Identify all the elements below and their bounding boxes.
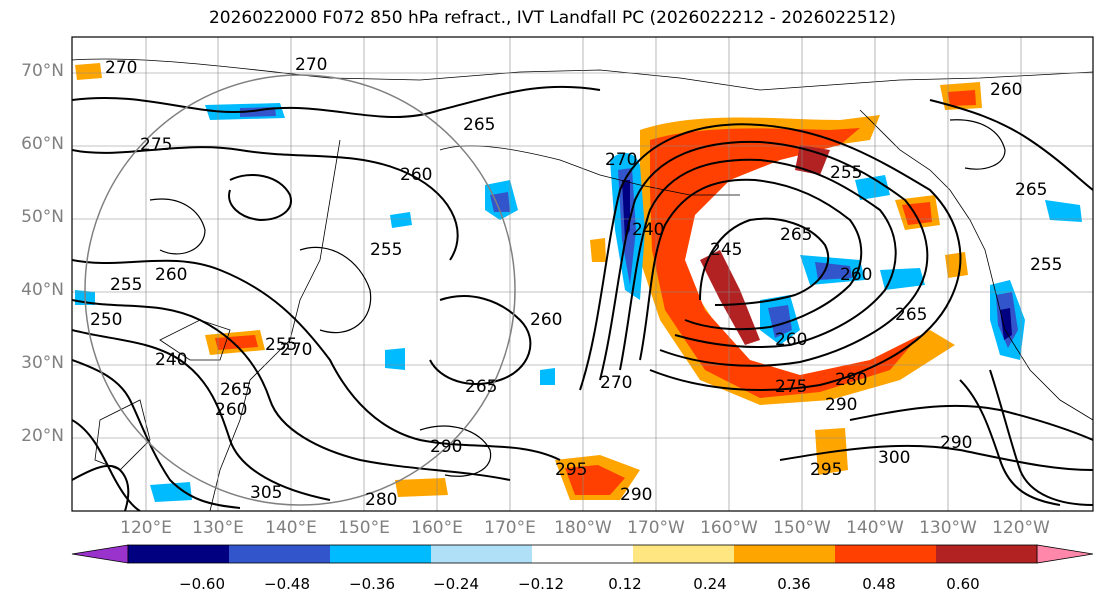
map-title: 2026022000 F072 850 hPa refract., IVT La… [208, 8, 896, 28]
contour-label: 260 [215, 400, 247, 420]
lon-label: 130°W [919, 518, 977, 538]
contour-label: 260 [155, 265, 187, 285]
lon-label: 120°E [120, 518, 172, 538]
coastlines [72, 58, 1093, 511]
map-frame [71, 36, 1094, 512]
colorbar-swatch [330, 545, 432, 563]
contour-label: 265 [780, 225, 812, 245]
lon-label: 120°W [992, 518, 1050, 538]
contour-label: 260 [530, 310, 562, 330]
contour-label: 275 [775, 377, 807, 397]
lon-label: 180°W [554, 518, 612, 538]
contour-label: 265 [465, 377, 497, 397]
colorbar-swatch [229, 545, 331, 563]
colorbar-swatch [734, 545, 836, 563]
contour-label: 260 [400, 165, 432, 185]
contour-label: 240 [632, 220, 664, 240]
colorbar-swatch [431, 545, 533, 563]
lat-label: 50°N [21, 207, 64, 227]
contour-label: 245 [710, 240, 742, 260]
colorbar-extend-min [71, 544, 129, 564]
refractivity-contours [72, 85, 1093, 511]
colorbar-tick-label: 0.24 [693, 575, 727, 593]
lon-label: 170°W [627, 518, 685, 538]
lon-label: 130°E [192, 518, 244, 538]
colorbar-tick-label: −0.36 [349, 575, 395, 593]
contour-label: 265 [463, 115, 495, 135]
colorbar [71, 544, 1094, 564]
contour-label: 265 [220, 380, 252, 400]
contour-label: 255 [110, 275, 142, 295]
contour-label: 265 [895, 305, 927, 325]
colorbar-tick-label: 0.60 [946, 575, 980, 593]
contour-label: 290 [430, 437, 462, 457]
lon-label: 160°E [411, 518, 463, 538]
contour-label: 255 [830, 163, 862, 183]
colorbar-tick-label: −0.12 [518, 575, 564, 593]
lat-label: 40°N [21, 280, 64, 300]
colorbar-tick-label: −0.48 [264, 575, 310, 593]
contour-label: 300 [878, 448, 910, 468]
colorbar-tick-label: 0.36 [777, 575, 811, 593]
graticule [72, 37, 1093, 511]
colorbar-swatch [835, 545, 937, 563]
colorbar-tick-label: 0.48 [862, 575, 896, 593]
contour-label: 260 [990, 80, 1022, 100]
contour-label: 290 [620, 485, 652, 505]
contour-label: 255 [265, 335, 297, 355]
thin-contours [149, 119, 1006, 477]
lat-label: 60°N [21, 134, 64, 154]
colorbar-tick-label: −0.60 [179, 575, 225, 593]
contour-label: 260 [775, 330, 807, 350]
contour-label: 290 [825, 395, 857, 415]
contour-label: 280 [835, 370, 867, 390]
contour-label: 240 [155, 350, 187, 370]
contour-label: 260 [840, 265, 872, 285]
contour-label: 290 [940, 433, 972, 453]
contour-label: 295 [810, 460, 842, 480]
lon-label: 140°E [265, 518, 317, 538]
contour-label: 270 [105, 58, 137, 78]
colorbar-swatch [936, 545, 1038, 563]
colorbar-tick-label: −0.24 [433, 575, 479, 593]
lon-label: 140°W [846, 518, 904, 538]
contour-label: 275 [140, 135, 172, 155]
lat-label: 70°N [21, 61, 64, 81]
contour-label: 270 [605, 150, 637, 170]
colorbar-extend-max [1036, 544, 1094, 564]
lon-label: 150°E [338, 518, 390, 538]
lon-label: 170°E [484, 518, 536, 538]
lat-label: 20°N [21, 426, 64, 446]
contour-label: 255 [1030, 255, 1062, 275]
colorbar-border [127, 544, 1038, 564]
contour-label: 280 [365, 490, 397, 510]
contour-label: 255 [370, 240, 402, 260]
colorbar-tick-label: 0.12 [608, 575, 642, 593]
lon-label: 160°W [700, 518, 758, 538]
lat-label: 30°N [21, 353, 64, 373]
lon-label: 150°W [773, 518, 831, 538]
contour-label: 250 [90, 310, 122, 330]
shaded-anomaly-patches [75, 63, 1082, 502]
contour-label: 270 [295, 55, 327, 75]
contour-label: 305 [250, 483, 282, 503]
contour-label: 265 [1015, 180, 1047, 200]
contour-labels: 270 270 260 275 265 260 255 255 260 250 … [90, 55, 1062, 510]
colorbar-swatch [128, 545, 230, 563]
contour-label: 270 [600, 373, 632, 393]
contour-label: 270 [280, 340, 312, 360]
colorbar-swatch [532, 545, 634, 563]
colorbar-swatch [633, 545, 735, 563]
contour-label: 295 [555, 460, 587, 480]
landfall-region-circle [84, 74, 516, 506]
